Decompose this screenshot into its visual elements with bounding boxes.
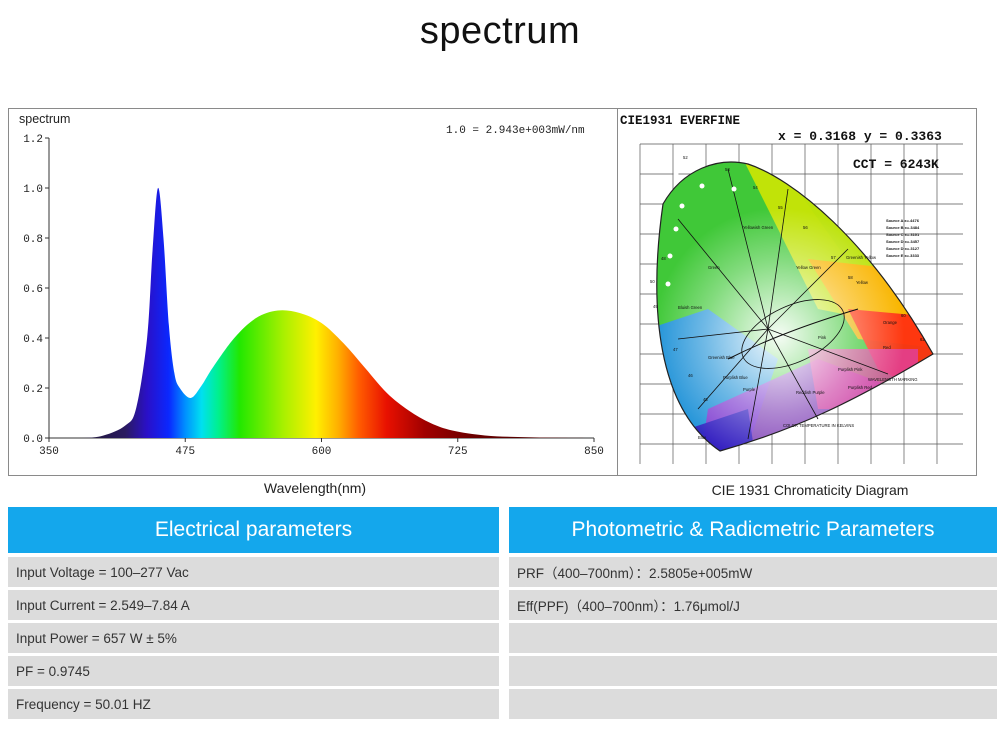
spectrum-chart-panel: 0.0 0.2 0.4 0.6 0.8 1.0 1.2 350 475 600 725 850 spe… [8,108,618,476]
photometric-parameters-list: PRF（400–700nm）：2.5805e+005mW Eff(PPF)（40… [509,557,997,722]
cie-source-entry: Source C x=.3101 [886,232,920,237]
electrical-row-input-power: Input Power = 657 W ± 5% [8,623,499,653]
cie-source-entry: Source B x=.3484 [886,225,920,230]
spectrum-x-caption: Wavelength(nm) [263,480,367,496]
cie-caption: CIE 1931 Chromaticity Diagram [711,482,909,498]
cie-wavelength-mark: 56 [803,225,808,230]
cie-region-label: Purplish Blue [723,375,748,380]
x-tick-label: 850 [584,446,604,458]
y-tick-label: 0.8 [23,234,43,246]
spectrum-chart: 0.0 0.2 0.4 0.6 0.8 1.0 1.2 350 475 600 725 850 spe… [19,112,604,458]
electrical-parameters-header: Electrical parameters [8,507,499,553]
cie-wavelength-mark: 57 [831,255,836,260]
cie-wavelength-mark: 55 [778,205,783,210]
photometric-row-empty [509,656,997,686]
photometric-row-prf: PRF（400–700nm）：2.5805e+005mW [509,557,997,587]
cie-wavelength-mark: 48 [661,256,666,261]
cie-region-label: Purple [743,387,756,392]
cie-region-label: Orange [883,320,898,325]
cie-region-label: Yellowish Green [743,225,774,230]
cie-wavelength-mark: 49 [653,304,658,309]
cie-cct: CCT = 6243K [853,157,939,172]
cie-note-color-temperature: COLOR TEMPERATURE IN KELVINS [783,423,854,428]
cie-wavelength-mark: 50 [650,279,655,284]
cie-region-label: Pink [818,335,827,340]
y-tick-label: 1.0 [23,184,43,196]
photometric-parameters-header: Photometric & Radicmetric Parameters [509,507,997,553]
cie-xy-coordinates: x = 0.3168 y = 0.3363 [778,129,942,144]
cie-wavelength-mark: 58 [848,275,853,280]
electrical-row-input-voltage: Input Voltage = 100–277 Vac [8,557,499,587]
cie-wavelength-mark: 62 [920,337,925,342]
cie-source-entry: Source E x=.3333 [886,253,920,258]
electrical-row-input-current: Input Current = 2.549–7.84 A [8,590,499,620]
cie-header: CIE1931 EVERFINE [620,114,740,128]
cie-region-label: Purplish Red [848,385,873,390]
y-tick-label: 1.2 [23,134,43,146]
y-tick-label: 0.6 [23,284,43,296]
electrical-row-frequency: Frequency = 50.01 HZ [8,689,499,719]
cie-wavelength-mark: 47 [673,347,678,352]
cie-diagram-panel: Green Yellowish Green Yellow Green Greenish… [617,108,977,476]
cie-region-label: Blue [698,435,707,440]
cie-region-label: Yellow [856,280,869,285]
cie-region-label: Green [708,265,720,270]
cie-wavelength-mark: 53 [725,167,730,172]
electrical-parameters-list: Input Voltage = 100–277 Vac Input Curren… [8,557,499,722]
cie-region-label: Reddish Purple [796,390,825,395]
y-tick-label: 0.0 [23,434,43,446]
photometric-row-empty [509,689,997,719]
photometric-row-empty [509,623,997,653]
cie-wavelength-mark: 52 [683,155,688,160]
cie-wavelength-mark: 60 [901,313,906,318]
y-tick-label: 0.4 [23,334,43,346]
cie-note-wavelength-marking: WAVELENGTH MARKING [868,377,918,382]
cie-wavelength-mark: 45 [703,397,708,402]
y-tick-label: 0.2 [23,384,43,396]
cie-diagram: Green Yellowish Green Yellow Green Greenish… [620,114,963,464]
cie-region-label: Greenish Blue [708,355,735,360]
x-tick-label: 600 [312,446,332,458]
cie-wavelength-mark: 54 [753,185,758,190]
cie-source-entry: Source A x=.4476 [886,218,920,223]
x-tick-label: 725 [448,446,468,458]
y-axis-label: spectrum [19,112,70,126]
electrical-row-pf: PF = 0.9745 [8,656,499,686]
cie-source-entry: Source D x=.3127 [886,246,920,251]
cie-wavelength-mark: 46 [688,373,693,378]
spectrum-curve-area [49,187,594,438]
cie-region-label: Purplish Pink [838,367,863,372]
photometric-row-eff-ppf: Eff(PPF)（400–700nm）：1.76μmol/J [509,590,997,620]
cie-region-label: Bluish Green [678,305,703,310]
page-title: spectrum [419,10,581,52]
x-tick-label: 475 [175,446,195,458]
scale-note: 1.0 = 2.943e+003mW/nm [446,125,585,137]
cie-region-label: Greenish Yellow [846,255,877,260]
x-tick-label: 350 [39,446,59,458]
cie-region-label: Red [883,345,891,350]
cie-region-label: Yellow Green [796,265,821,270]
cie-source-entry: Source D x=.3457 [886,239,920,244]
